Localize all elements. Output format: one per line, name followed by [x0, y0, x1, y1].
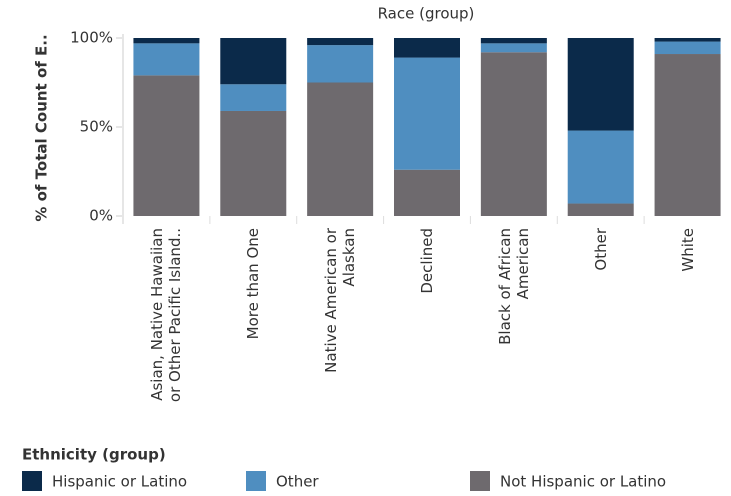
legend-label: Hispanic or Latino [52, 473, 187, 491]
legend-label: Other [276, 473, 319, 491]
bar-segment [220, 110, 287, 216]
bar-segment [480, 52, 547, 216]
bar-segment [133, 38, 200, 44]
bar-segment [480, 38, 547, 44]
bar-segment [133, 43, 200, 76]
chart-title: Race (group) [378, 5, 475, 23]
bar-segment [394, 169, 460, 216]
legend-label: Not Hispanic or Latino [500, 473, 666, 491]
y-tick-label: 100% [70, 29, 113, 47]
bar-segment [567, 130, 634, 204]
bar-segment [307, 45, 374, 83]
bar-segment [394, 38, 460, 58]
bar-segment [480, 43, 547, 53]
x-tick-label: More than One [244, 228, 263, 340]
x-tick-label: Declined [418, 228, 436, 294]
x-tick-label: Native American or Alaskan [322, 228, 359, 373]
y-tick-label: 50% [80, 118, 113, 136]
legend-swatch [22, 471, 42, 491]
bar-segment [567, 38, 634, 131]
bar-segment [307, 38, 374, 46]
legend-swatch [470, 471, 490, 491]
bar-segment [567, 203, 634, 216]
x-tick-label: Other [591, 228, 610, 271]
y-tick-label: 0% [89, 207, 113, 225]
bar-segment [394, 57, 460, 170]
bar-segment [654, 38, 721, 42]
x-tick-label: White [678, 228, 697, 272]
bar-segment [133, 75, 200, 216]
x-tick-label: Asian, Native Hawaiian or Other Pacific … [148, 228, 185, 403]
bar-segment [654, 54, 721, 216]
bar-segment [307, 82, 374, 216]
bar-segment [220, 84, 287, 111]
bar-segment [220, 38, 287, 85]
y-axis-label: % of Total Count of E.. [33, 34, 51, 221]
bar-segment [654, 41, 721, 55]
legend-title: Ethnicity (group) [22, 446, 166, 464]
x-tick-label: Black of African American [495, 228, 532, 345]
legend-swatch [246, 471, 266, 491]
